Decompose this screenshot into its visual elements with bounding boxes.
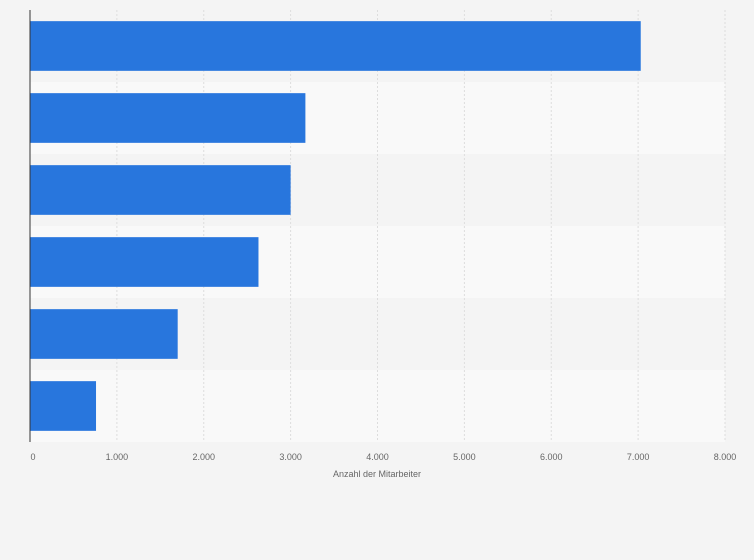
bar bbox=[30, 21, 641, 71]
bar bbox=[30, 381, 97, 431]
x-tick-label: 3.000 bbox=[279, 452, 302, 462]
bar bbox=[30, 165, 291, 215]
x-tick-label: 1.000 bbox=[106, 452, 129, 462]
x-tick-label: 5.000 bbox=[453, 452, 476, 462]
x-tick-label: 8.000 bbox=[714, 452, 737, 462]
grid-lines bbox=[116, 10, 726, 442]
x-axis-title: Anzahl der Mitarbeiter bbox=[333, 469, 421, 479]
x-tick-label: 6.000 bbox=[540, 452, 563, 462]
bar bbox=[30, 93, 306, 143]
x-tick-label: 7.000 bbox=[627, 452, 650, 462]
bar bbox=[30, 237, 259, 287]
x-tick-label: 0 bbox=[30, 452, 35, 462]
bar bbox=[30, 309, 178, 359]
x-tick-label: 4.000 bbox=[366, 452, 389, 462]
bars bbox=[30, 21, 641, 431]
x-axis-tick-labels: 0 1.000 2.000 3.000 4.000 5.000 6.000 7.000 8.00… bbox=[30, 452, 736, 462]
x-tick-label: 2.000 bbox=[192, 452, 215, 462]
